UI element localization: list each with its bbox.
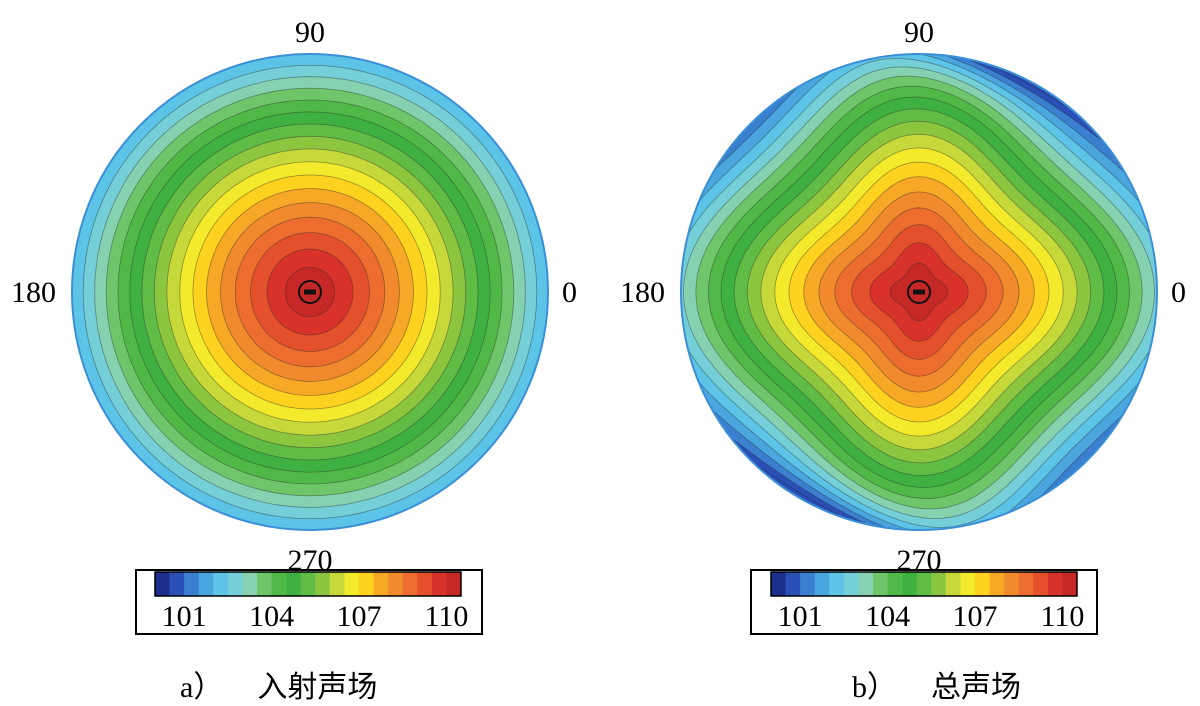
colorbar-segment xyxy=(960,572,976,596)
colorbar-segment xyxy=(858,572,874,596)
panel-incident-field: 0 90 180 270 101 104 107 110 a） 入射声场 xyxy=(0,0,600,705)
colorbar-tick-107: 107 xyxy=(953,600,998,633)
polar-rim xyxy=(71,53,549,531)
colorbar-segment xyxy=(286,572,302,596)
colorbar-segment xyxy=(800,572,816,596)
colorbar-segment xyxy=(931,572,947,596)
colorbar-segment xyxy=(271,572,287,596)
angle-label-0: 0 xyxy=(562,276,577,309)
colorbar-segment xyxy=(446,572,462,596)
colorbar-segment xyxy=(155,572,171,596)
colorbar-segment xyxy=(1033,572,1049,596)
caption-a: a） 入射声场 xyxy=(180,662,377,706)
angle-label-90: 90 xyxy=(904,16,934,49)
caption-a-title: 入射声场 xyxy=(257,670,378,705)
colorbar-segment xyxy=(843,572,859,596)
colorbar-segment xyxy=(1004,572,1020,596)
center-marker-bar xyxy=(913,289,925,295)
colorbar-segment xyxy=(916,572,932,596)
colorbar-segment xyxy=(169,572,185,596)
caption-a-letter: a） xyxy=(180,671,224,704)
angle-label-0: 0 xyxy=(1171,276,1186,309)
colorbar-segment xyxy=(887,572,903,596)
colorbar-segment xyxy=(257,572,273,596)
center-marker xyxy=(298,280,322,304)
colorbar-tick-101: 101 xyxy=(162,600,207,633)
angle-label-180: 180 xyxy=(11,276,56,309)
center-marker xyxy=(907,280,931,304)
caption-b: b） 总声场 xyxy=(852,662,1021,706)
colorbar-segment xyxy=(989,572,1005,596)
colorbar-segment xyxy=(902,572,918,596)
colorbar-segment xyxy=(785,572,801,596)
colorbar-segment xyxy=(1018,572,1034,596)
colorbar-border xyxy=(154,571,462,597)
colorbar-segment xyxy=(829,572,845,596)
colorbar-segment xyxy=(1047,572,1063,596)
colorbar-segment xyxy=(1062,572,1078,596)
caption-b-title: 总声场 xyxy=(931,670,1021,705)
colorbar-segment xyxy=(184,572,200,596)
colorbar-segment xyxy=(373,572,389,596)
colorbar-segment xyxy=(329,572,345,596)
colorbar-tick-107: 107 xyxy=(337,600,382,633)
colorbar-segment xyxy=(388,572,404,596)
panel-total-field: 0 90 180 270 101 104 107 110 b） 总声场 xyxy=(600,0,1200,705)
colorbar-segment xyxy=(344,572,360,596)
caption-b-letter: b） xyxy=(852,671,897,704)
colorbar-tick-101: 101 xyxy=(778,600,823,633)
colorbar-segment xyxy=(402,572,418,596)
polar-rim xyxy=(680,53,1158,531)
colorbar-segment xyxy=(945,572,961,596)
colorbar-tick-110: 110 xyxy=(1040,600,1084,633)
colorbar-segment xyxy=(300,572,316,596)
colorbar-segment xyxy=(213,572,229,596)
colorbar-border xyxy=(770,571,1078,597)
colorbar-segment xyxy=(359,572,375,596)
colorbar-segment xyxy=(431,572,447,596)
colorbar-segment xyxy=(227,572,243,596)
center-marker-bar xyxy=(304,289,316,295)
colorbar-segment xyxy=(814,572,830,596)
colorbar-segment xyxy=(417,572,433,596)
colorbar-segment xyxy=(975,572,991,596)
angle-label-90: 90 xyxy=(295,16,325,49)
colorbar-segment xyxy=(198,572,214,596)
colorbar-segment xyxy=(873,572,889,596)
colorbar-segment xyxy=(771,572,787,596)
colorbar-segment xyxy=(242,572,258,596)
colorbar-segment xyxy=(315,572,331,596)
colorbar-tick-104: 104 xyxy=(865,600,910,633)
colorbar-tick-104: 104 xyxy=(249,600,294,633)
angle-label-180: 180 xyxy=(620,276,665,309)
colorbar-tick-110: 110 xyxy=(424,600,468,633)
